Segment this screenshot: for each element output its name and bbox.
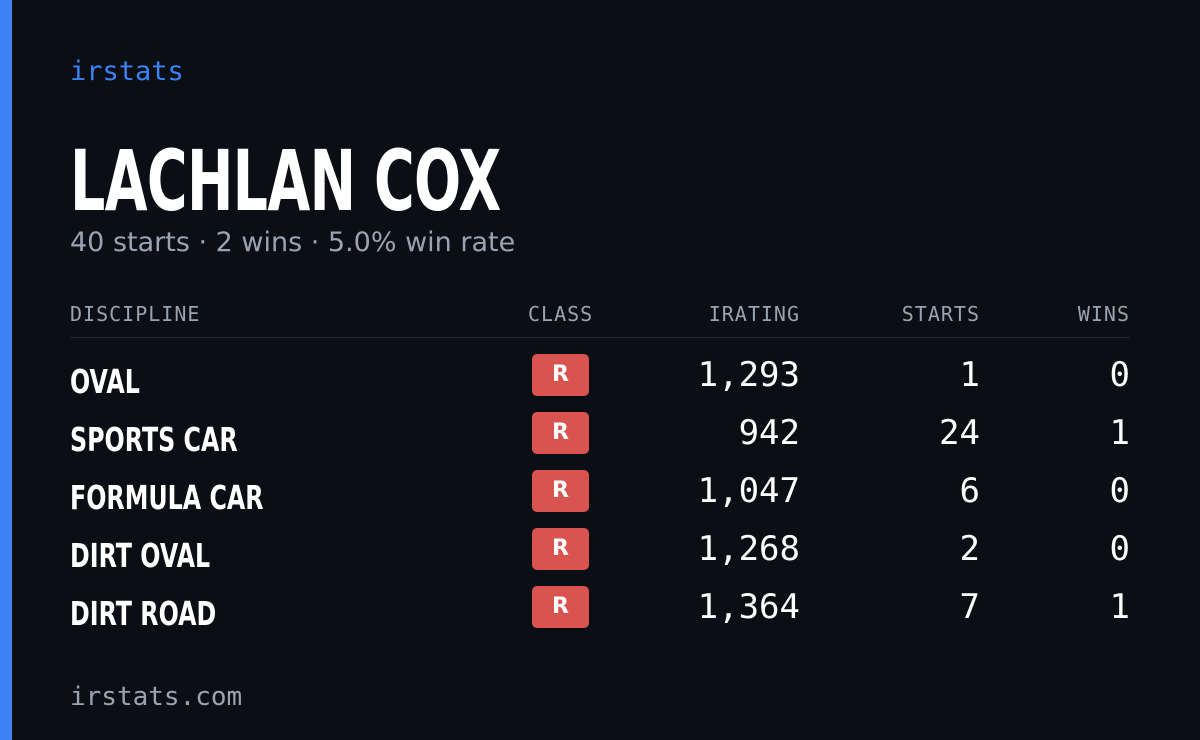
wins: 0 [1109, 471, 1130, 511]
driver-summary: 40 starts · 2 wins · 5.0% win rate [70, 227, 516, 258]
starts: 6 [959, 471, 980, 511]
column-header: STARTS [901, 302, 980, 326]
column-header: IRATING [708, 302, 800, 326]
class-badge: R [532, 586, 589, 628]
class-badge: R [532, 470, 589, 512]
footer: irstats.com [70, 682, 243, 712]
irating: 1,364 [697, 587, 800, 627]
wins: 1 [1109, 413, 1130, 453]
irating: 942 [738, 413, 800, 453]
discipline: DIRT OVAL [70, 536, 211, 575]
starts: 2 [959, 529, 980, 569]
wins: 0 [1109, 529, 1130, 569]
column-header: DISCIPLINE [70, 302, 201, 326]
starts: 1 [959, 355, 980, 395]
discipline: DIRT ROAD [70, 594, 217, 633]
starts: 7 [959, 587, 980, 627]
discipline: FORMULA CAR [70, 478, 264, 517]
column-header: CLASS [528, 302, 594, 326]
irating: 1,293 [697, 355, 800, 395]
discipline: SPORTS CAR [70, 420, 238, 459]
column-header: WINS [1077, 302, 1130, 326]
accent-bar [0, 0, 12, 740]
brand: irstats [70, 56, 184, 87]
class-badge: R [532, 354, 589, 396]
discipline: OVAL [70, 362, 140, 401]
irating: 1,268 [697, 529, 800, 569]
starts: 24 [939, 413, 980, 453]
wins: 1 [1109, 587, 1130, 627]
header-rule [70, 337, 1130, 338]
irating: 1,047 [697, 471, 800, 511]
wins: 0 [1109, 355, 1130, 395]
class-badge: R [532, 528, 589, 570]
class-badge: R [532, 412, 589, 454]
driver-name: LACHLAN COX [70, 132, 501, 230]
